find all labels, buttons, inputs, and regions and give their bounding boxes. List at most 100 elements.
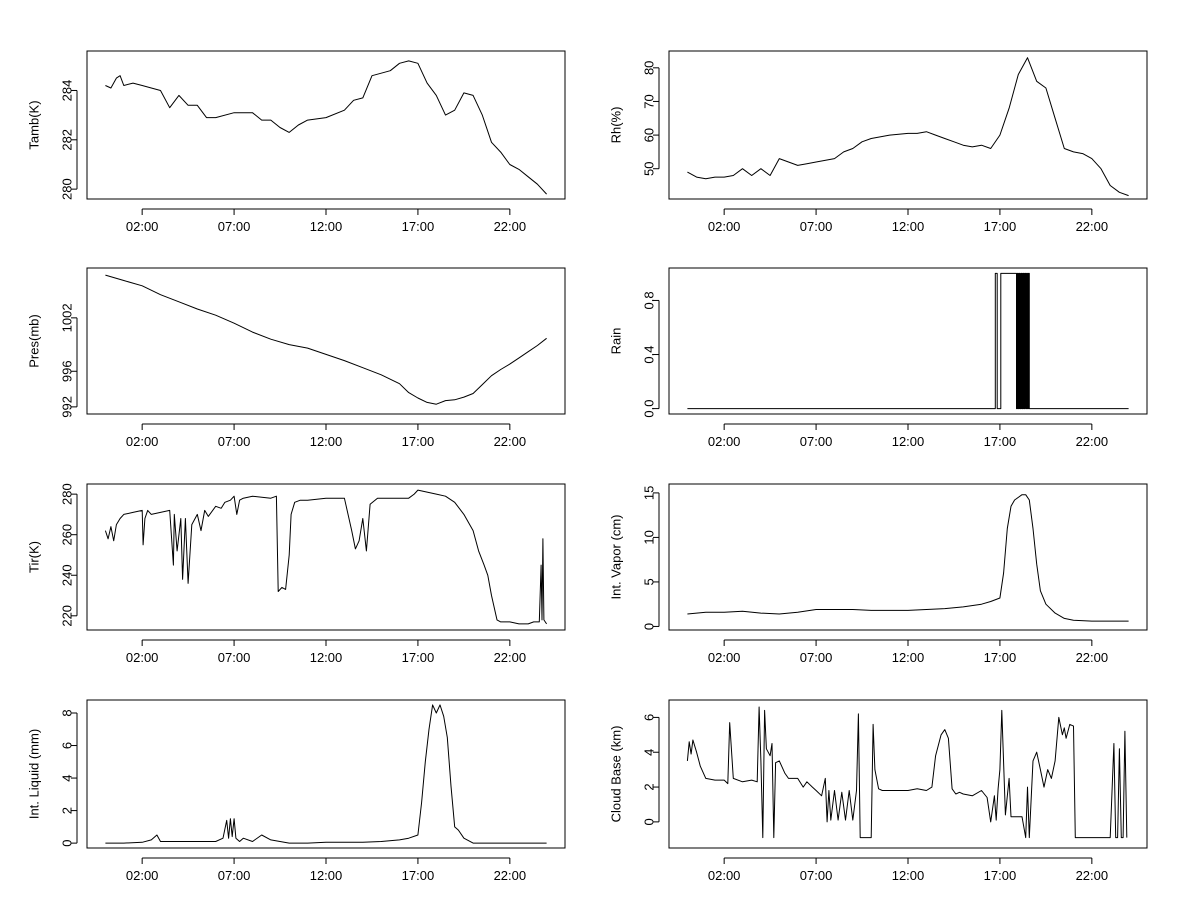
x-tick-label: 22:00 [494, 650, 527, 665]
x-tick-label: 02:00 [708, 650, 741, 665]
x-tick-label: 12:00 [310, 219, 343, 234]
x-tick-label: 22:00 [1076, 650, 1109, 665]
x-tick-label: 02:00 [708, 434, 741, 449]
x-tick-label: 12:00 [310, 868, 343, 883]
x-tick-label: 17:00 [402, 868, 435, 883]
x-tick-label: 17:00 [984, 650, 1017, 665]
x-tick-label: 07:00 [218, 650, 251, 665]
y-tick-label: 0.0 [642, 400, 657, 418]
y-tick-label: 260 [60, 524, 75, 546]
x-tick-label: 17:00 [402, 434, 435, 449]
y-axis-title: Rain [609, 328, 624, 355]
panel-frame [668, 699, 1148, 849]
y-tick-label: 60 [642, 128, 657, 142]
y-tick-label: 996 [60, 360, 75, 382]
x-tick-label: 07:00 [800, 868, 833, 883]
y-tick-label: 4 [60, 774, 75, 781]
x-tick-label: 12:00 [892, 650, 925, 665]
y-tick-label: 0.4 [642, 345, 657, 363]
y-tick-label: 50 [642, 161, 657, 175]
y-tick-label: 280 [60, 483, 75, 505]
x-tick-label: 17:00 [984, 434, 1017, 449]
x-tick-label: 22:00 [494, 219, 527, 234]
y-tick-label: 280 [60, 178, 75, 200]
y-axis-title: Pres(mb) [27, 314, 42, 367]
x-tick-label: 07:00 [800, 650, 833, 665]
x-tick-label: 17:00 [984, 868, 1017, 883]
series-line [687, 272, 1129, 410]
x-tick-label: 07:00 [218, 434, 251, 449]
y-tick-label: 240 [60, 564, 75, 586]
y-tick-label: 1002 [60, 303, 75, 332]
x-tick-label: 07:00 [800, 434, 833, 449]
x-tick-label: 02:00 [126, 650, 159, 665]
y-tick-label: 0 [642, 623, 657, 630]
x-tick-label: 02:00 [708, 868, 741, 883]
y-tick-label: 0 [642, 818, 657, 825]
panel-8: 02:00 07:00 12:00 17:00 22:00 0 2 4 6 Cloud Base … [609, 699, 1148, 883]
x-tick-label: 12:00 [892, 434, 925, 449]
panel-frame [668, 50, 1148, 200]
x-tick-label: 07:00 [800, 219, 833, 234]
x-tick-label: 12:00 [310, 650, 343, 665]
y-axis-title: Cloud Base (km) [609, 726, 624, 823]
panel-7: 02:00 07:00 12:00 17:00 22:00 0 2 4 6 8 Int. Liqui… [27, 699, 566, 883]
x-tick-label: 02:00 [708, 219, 741, 234]
x-tick-label: 22:00 [494, 434, 527, 449]
x-tick-label: 02:00 [126, 868, 159, 883]
x-tick-label: 07:00 [218, 219, 251, 234]
x-tick-label: 22:00 [494, 868, 527, 883]
panel-1: 02:00 07:00 12:00 17:00 22:00 280 282 284 Tamb(K… [27, 50, 566, 234]
panel-5: 02:00 07:00 12:00 17:00 22:00 220 240 260 280 Tir… [27, 483, 566, 665]
y-tick-label: 5 [642, 578, 657, 585]
panel-frame [86, 267, 566, 415]
y-tick-label: 220 [60, 605, 75, 627]
x-tick-label: 12:00 [892, 219, 925, 234]
y-axis-title: Tamb(K) [27, 100, 42, 149]
panel-6: 02:00 07:00 12:00 17:00 22:00 0 5 10 15 Int. Vapo… [609, 483, 1148, 665]
y-tick-label: 284 [60, 80, 75, 102]
y-axis-title: Int. Vapor (cm) [609, 514, 624, 599]
y-tick-label: 6 [642, 714, 657, 721]
y-tick-label: 8 [60, 709, 75, 716]
series-line [105, 60, 547, 195]
series-line [686, 706, 1128, 839]
panel-3: 02:00 07:00 12:00 17:00 22:00 992 996 1002 Pres(… [27, 267, 566, 449]
x-tick-label: 07:00 [218, 868, 251, 883]
panel-frame [86, 50, 566, 200]
y-tick-label: 6 [60, 742, 75, 749]
series-line [687, 494, 1129, 622]
panel-4: 02:00 07:00 12:00 17:00 22:00 0.0 0.4 0.8 Rain [609, 267, 1148, 449]
x-tick-label: 12:00 [892, 868, 925, 883]
y-tick-label: 70 [642, 94, 657, 108]
panel-frame [86, 483, 566, 631]
panel-frame [668, 267, 1148, 415]
y-tick-label: 10 [642, 530, 657, 544]
y-tick-label: 80 [642, 61, 657, 75]
series-line [105, 274, 547, 405]
panel-2: 02:00 07:00 12:00 17:00 22:00 50 60 70 80 Rh(%) [609, 50, 1148, 234]
series-line [105, 704, 547, 844]
series-line [104, 489, 548, 625]
y-axis-title: Tir(K) [27, 541, 42, 573]
y-axis-title: Int. Liquid (mm) [27, 729, 42, 819]
y-tick-label: 2 [60, 807, 75, 814]
series-line [687, 57, 1129, 197]
y-axis-title: Rh(%) [609, 107, 624, 144]
y-tick-label: 2 [642, 783, 657, 790]
x-tick-label: 12:00 [310, 434, 343, 449]
x-tick-label: 17:00 [402, 650, 435, 665]
x-tick-label: 02:00 [126, 219, 159, 234]
panel-frame [668, 483, 1148, 631]
y-tick-label: 15 [642, 486, 657, 500]
y-tick-label: 0.8 [642, 291, 657, 309]
x-tick-label: 17:00 [402, 219, 435, 234]
x-tick-label: 22:00 [1076, 219, 1109, 234]
y-tick-label: 4 [642, 749, 657, 756]
x-tick-label: 02:00 [126, 434, 159, 449]
y-tick-label: 0 [60, 840, 75, 847]
y-tick-label: 992 [60, 396, 75, 418]
x-tick-label: 17:00 [984, 219, 1017, 234]
x-tick-label: 22:00 [1076, 434, 1109, 449]
